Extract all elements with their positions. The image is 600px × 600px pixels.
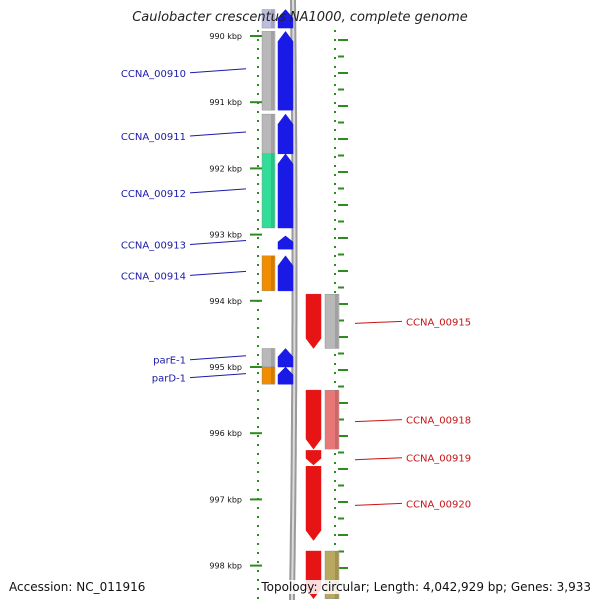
genome-backbone-highlight — [291, 0, 296, 600]
gene-arrow-forward — [277, 235, 294, 250]
gene-category-shade — [271, 114, 274, 154]
gene-category-shade — [271, 31, 274, 111]
gene-arrow-forward — [277, 348, 294, 368]
gene-label: CCNA_00919 — [406, 454, 471, 465]
gene-arrow-forward — [277, 153, 294, 229]
gene-arrow-reverse — [305, 450, 322, 466]
gene-category-shade — [271, 153, 274, 228]
kbp-tick-label: 990 kbp — [209, 32, 242, 41]
gene-label: CCNA_00913 — [121, 241, 186, 252]
gene-arrow-forward — [277, 113, 294, 155]
gene-category-shade — [271, 367, 274, 385]
gene-leader-line — [189, 355, 247, 361]
gene-label: parD-1 — [152, 374, 186, 385]
kbp-tick-label: 997 kbp — [209, 495, 242, 504]
gene-category-shade — [335, 294, 338, 349]
gene-leader-line — [354, 457, 403, 461]
gene-label: CCNA_00920 — [406, 499, 471, 510]
gene-arrow-forward — [277, 9, 294, 29]
kbp-tick-label: 994 kbp — [209, 297, 242, 306]
gene-category-shade — [335, 390, 338, 450]
gene-label: CCNA_00910 — [121, 69, 186, 80]
gene-category-block — [324, 293, 340, 349]
gene-category-shade — [271, 348, 274, 367]
gene-leader-line — [189, 240, 247, 246]
gene-category-block — [261, 9, 276, 29]
gene-category-block — [324, 389, 340, 450]
gene-leader-line — [189, 131, 247, 137]
gene-label: CCNA_00911 — [121, 132, 186, 143]
gene-category-shade — [335, 551, 338, 599]
gene-arrow-forward — [277, 366, 294, 385]
gene-arrow-forward — [277, 255, 294, 292]
gene-leader-line — [189, 188, 247, 194]
gene-leader-line — [354, 320, 403, 324]
kbp-tick-label: 992 kbp — [209, 164, 242, 173]
gene-arrow-reverse — [305, 389, 322, 450]
gene-label: CCNA_00915 — [406, 317, 471, 328]
gene-leader-line — [354, 502, 403, 506]
kbp-tick-label: 993 kbp — [209, 231, 242, 240]
gene-arrow-forward — [277, 30, 294, 111]
gene-category-block — [261, 366, 276, 385]
gene-label: CCNA_00912 — [121, 189, 186, 200]
kbp-tick-label: 998 kbp — [209, 562, 242, 571]
genome-summary: Topology: circular; Length: 4,042,929 bp… — [261, 580, 591, 594]
gene-leader-line — [354, 419, 403, 423]
gene-arrow-reverse — [305, 293, 322, 349]
accession-label: Accession: NC_011916 — [9, 580, 146, 594]
kbp-tick-label: 995 kbp — [209, 363, 242, 372]
kbp-tick-label: 996 kbp — [209, 429, 242, 438]
map-title: Caulobacter crescentus NA1000, complete … — [132, 10, 468, 25]
gene-arrow-reverse — [305, 466, 322, 541]
gene-leader-line — [189, 68, 247, 74]
gene-label: CCNA_00918 — [406, 416, 471, 427]
gene-category-block — [261, 31, 276, 111]
gene-category-shade — [271, 255, 274, 291]
gene-label: parE-1 — [153, 356, 186, 367]
gene-category-block — [261, 153, 276, 229]
gene-category-shade — [271, 9, 274, 29]
kbp-tick-label: 991 kbp — [209, 98, 242, 107]
gene-label: CCNA_00914 — [121, 271, 186, 282]
gene-leader-line — [189, 373, 247, 379]
gene-category-block — [261, 255, 276, 292]
gene-leader-line — [189, 270, 247, 276]
